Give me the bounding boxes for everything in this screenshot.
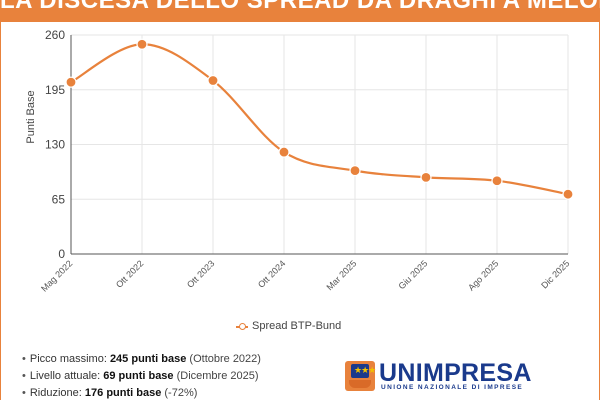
data-point (420, 171, 432, 183)
note-reduction-value: 176 punti base (84, 387, 162, 399)
data-point (491, 175, 503, 187)
y-tick-label: 65 (52, 192, 66, 206)
logo-wordmark: UNIMPRESA (379, 359, 532, 387)
y-axis-label: Punti Base (25, 90, 37, 143)
logo-emblem-icon: ★★★ (345, 361, 376, 391)
x-tick-label: Mar 2025 (324, 258, 358, 292)
note-peak-value: 245 punti base (109, 353, 187, 365)
title-banner: LA DISCESA DELLO SPREAD DA DRAGHI A MELO… (0, 0, 600, 22)
y-tick-label: 0 (58, 247, 65, 261)
legend[interactable]: Spread BTP-Bund (236, 320, 341, 332)
note-peak-label: Picco massimo: (29, 353, 110, 365)
bullet-icon: • (22, 387, 26, 399)
bullet-icon: • (22, 353, 26, 365)
data-point (562, 188, 574, 200)
x-tick-label: Mag 2022 (39, 258, 74, 293)
unimpresa-logo: ★★★ UNIMPRESA UNIONE NAZIONALE DI IMPRES… (345, 359, 565, 391)
note-current-value: 69 punti base (103, 370, 174, 382)
x-tick-label: Ago 2025 (466, 258, 500, 292)
series-line-spread (70, 43, 569, 196)
logo-subtitle: UNIONE NAZIONALE DI IMPRESE (381, 384, 524, 391)
legend-swatch-icon (236, 321, 248, 331)
note-current-detail: (Dicembre 2025) (173, 370, 259, 382)
data-point (136, 38, 148, 50)
x-tick-label: Ott 2023 (185, 258, 216, 289)
x-tick-label: Ott 2024 (256, 258, 287, 289)
data-point (349, 165, 361, 177)
summary-notes: • Picco massimo: 245 punti base (Ottobre … (22, 351, 261, 402)
x-tick-label: Giu 2025 (397, 258, 430, 291)
note-reduction-label: Riduzione: (29, 387, 85, 399)
grid-lines (70, 34, 569, 255)
note-peak: • Picco massimo: 245 punti base (Ottobre … (22, 351, 261, 368)
note-peak-detail: (Ottobre 2022) (186, 353, 261, 365)
logo-stars: ★★★ (354, 365, 376, 375)
bullet-icon: • (22, 370, 26, 382)
y-tick-label: 195 (45, 83, 65, 97)
note-current: • Livello attuale: 69 punti base (Dicembr… (22, 368, 261, 385)
legend-label: Spread BTP-Bund (252, 320, 342, 332)
y-tick-label: 260 (45, 28, 65, 42)
data-point (278, 146, 290, 158)
x-tick-label: Ott 2022 (114, 258, 145, 289)
data-point (207, 74, 219, 87)
chart-title: LA DISCESA DELLO SPREAD DA DRAGHI A MELO… (0, 0, 600, 14)
data-points (65, 38, 574, 200)
note-current-label: Livello attuale: (29, 370, 104, 382)
note-reduction: • Riduzione: 176 punti base (-72%) (22, 385, 261, 402)
y-tick-label: 130 (45, 138, 65, 152)
x-tick-label: Dic 2025 (539, 258, 571, 290)
data-point (65, 76, 77, 88)
note-reduction-detail: (-72%) (161, 387, 198, 399)
